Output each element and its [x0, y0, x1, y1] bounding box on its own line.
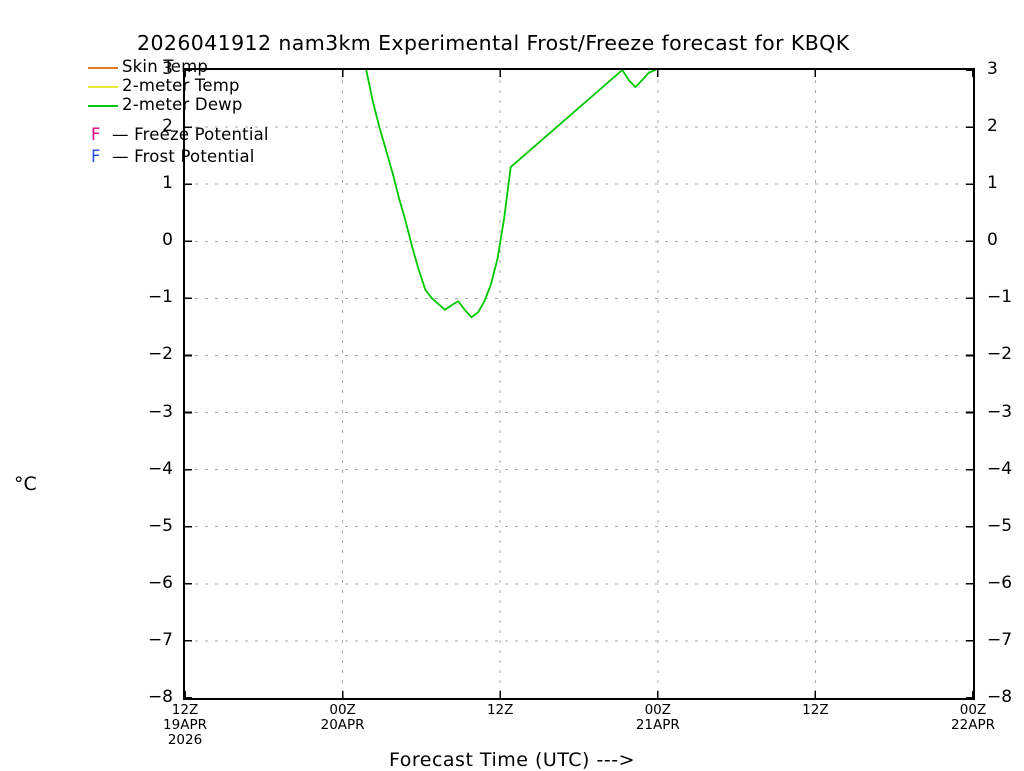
y-tick-label-left: 1	[162, 173, 173, 194]
y-tick-label-left: −5	[147, 515, 173, 536]
y-tick-label-left: −6	[147, 572, 173, 593]
legend-color-swatch	[88, 86, 118, 88]
legend-label: 2-meter Temp	[122, 76, 240, 95]
x-tick-date: 21APR	[635, 717, 680, 733]
y-tick-label-left: 2	[162, 116, 173, 137]
y-tick-label-left: 3	[162, 59, 173, 79]
legend-color-swatch	[88, 105, 118, 107]
y-tick-label-right: 3	[987, 59, 998, 79]
y-axis-label: °C	[14, 473, 37, 495]
x-tick-time: 12Z	[171, 702, 199, 718]
x-tick-label: 12Z 19APR 2026	[125, 703, 245, 748]
x-tick-label: 12Z	[440, 703, 560, 718]
x-tick-time: 12Z	[486, 702, 514, 718]
y-tick-label-right: −1	[987, 287, 1013, 308]
y-tick-label-right: −7	[987, 629, 1013, 650]
y-tick-label-right: −8	[987, 687, 1013, 707]
x-tick-date: 19APR	[163, 717, 207, 733]
y-tick-label-left: −7	[147, 629, 173, 650]
y-tick-label-right: −4	[987, 458, 1013, 479]
legend-marker-symbol: F	[91, 147, 101, 166]
plot-canvas	[185, 70, 973, 698]
x-tick-time: 00Z	[329, 702, 356, 718]
x-tick-time: 00Z	[959, 702, 987, 718]
axis-tick-marks	[185, 70, 973, 698]
y-tick-label-left: −2	[147, 344, 173, 365]
plot-area	[183, 68, 975, 700]
data-series-group	[365, 70, 657, 319]
x-tick-time: 00Z	[644, 702, 672, 718]
legend-label: — Freeze Potential	[112, 125, 269, 144]
legend-color-swatch	[88, 67, 118, 69]
x-tick-date: 20APR	[320, 717, 365, 733]
y-tick-label-left: −8	[147, 687, 173, 707]
x-tick-date: 22APR	[951, 717, 995, 733]
x-tick-year: 2026	[167, 732, 203, 748]
series-line-2	[365, 70, 657, 319]
y-tick-label-right: 1	[987, 173, 998, 194]
y-tick-label-left: −4	[147, 458, 173, 479]
x-axis-label: Forecast Time (UTC) --->	[389, 749, 635, 771]
legend-item-line: 2-meter Temp	[88, 76, 428, 96]
x-tick-label: 00Z 20APR	[283, 703, 403, 733]
legend: Skin Temp 2-meter Temp 2-meter Dewp F — Free…	[88, 57, 428, 170]
y-tick-label-left: −1	[147, 287, 173, 308]
y-tick-label-right: 2	[987, 116, 998, 137]
legend-item-marker: F — Freeze Potential	[88, 125, 428, 148]
legend-label: 2-meter Dewp	[122, 95, 243, 114]
page-title: 2026041912 nam3km Experimental Frost/Fre…	[137, 31, 850, 55]
y-tick-label-right: 0	[987, 230, 998, 251]
y-tick-label-right: −2	[987, 344, 1013, 365]
x-tick-label: 12Z	[755, 703, 875, 718]
x-tick-time: 12Z	[802, 702, 829, 718]
y-tick-label-left: 0	[162, 230, 173, 251]
legend-item-line: 2-meter Dewp	[88, 95, 428, 115]
gridlines	[185, 70, 973, 698]
x-tick-label: 00Z 22APR	[913, 703, 1024, 733]
y-tick-label-left: −3	[147, 401, 173, 422]
y-tick-label-right: −3	[987, 401, 1013, 422]
legend-label: Skin Temp	[122, 57, 209, 76]
legend-marker-symbol: F	[91, 125, 101, 144]
y-tick-label-right: −5	[987, 515, 1013, 536]
x-tick-label: 00Z 21APR	[598, 703, 718, 733]
legend-item-marker: F — Frost Potential	[88, 147, 428, 170]
y-tick-label-right: −6	[987, 572, 1013, 593]
legend-label: — Frost Potential	[112, 147, 255, 166]
legend-item-line: Skin Temp	[88, 57, 428, 77]
